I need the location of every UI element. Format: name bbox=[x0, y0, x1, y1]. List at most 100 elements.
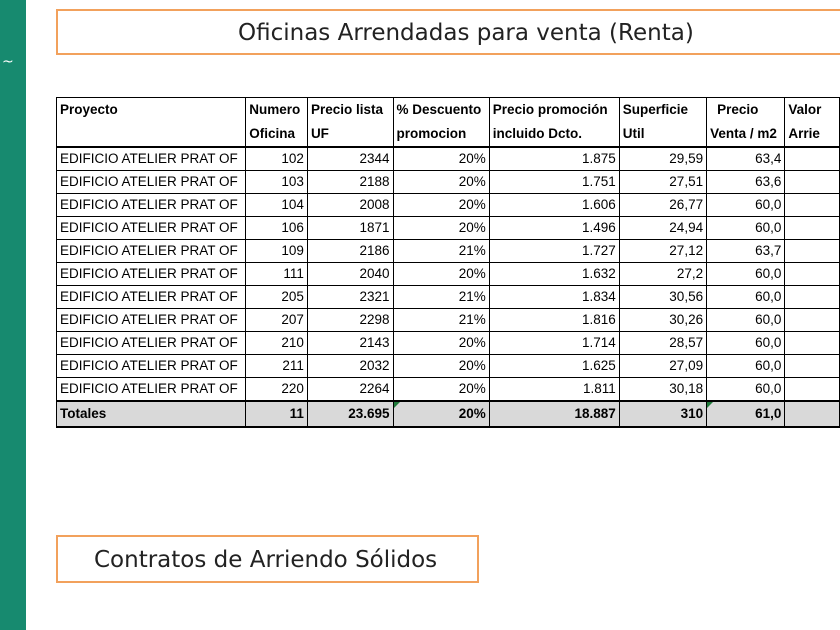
header-proyecto-2 bbox=[55, 122, 247, 148]
cell-precio-lista: 2008 bbox=[306, 193, 394, 217]
cell-superficie: 27,51 bbox=[618, 170, 708, 194]
cell-precio-lista: 2143 bbox=[306, 331, 394, 355]
cell-numero: 220 bbox=[245, 377, 308, 402]
header-descuento-2: promocion bbox=[392, 122, 490, 148]
cell-precio-promocion: 1.606 bbox=[488, 193, 620, 217]
cell-numero: 211 bbox=[245, 354, 308, 378]
cell-valor bbox=[784, 354, 840, 378]
cell-proyecto: EDIFICIO ATELIER PRAT OF bbox=[55, 216, 247, 240]
cell-proyecto: EDIFICIO ATELIER PRAT OF bbox=[55, 262, 247, 286]
cell-precio-promocion: 1.632 bbox=[488, 262, 620, 286]
cell-valor bbox=[784, 193, 840, 217]
cell-precio-promocion: 1.496 bbox=[488, 216, 620, 240]
totals-superficie: 310 bbox=[618, 400, 708, 428]
header-row: Proyecto Numero Precio lista % Descuento… bbox=[55, 97, 840, 122]
cell-precio-promocion: 1.834 bbox=[488, 285, 620, 309]
header-valor: Valor bbox=[784, 97, 840, 122]
cell-valor bbox=[784, 216, 840, 240]
cell-precio-promocion: 1.816 bbox=[488, 308, 620, 332]
cell-precio-lista: 2298 bbox=[306, 308, 394, 332]
cell-superficie: 28,57 bbox=[618, 331, 708, 355]
table-row: EDIFICIO ATELIER PRAT OF 111 2040 20% 1.… bbox=[55, 262, 840, 286]
cell-proyecto: EDIFICIO ATELIER PRAT OF bbox=[55, 285, 247, 309]
cell-precio-venta: 60,0 bbox=[706, 193, 786, 217]
cell-precio-lista: 2344 bbox=[306, 146, 394, 171]
table-row: EDIFICIO ATELIER PRAT OF 207 2298 21% 1.… bbox=[55, 308, 840, 332]
page-title: Oficinas Arrendadas para venta (Renta) bbox=[238, 20, 694, 46]
cell-precio-venta: 63,6 bbox=[706, 170, 786, 194]
table-row: EDIFICIO ATELIER PRAT OF 102 2344 20% 1.… bbox=[55, 146, 840, 171]
header-row: Oficina UF promocion incluido Dcto. Util… bbox=[55, 122, 840, 148]
cell-numero: 111 bbox=[245, 262, 308, 286]
cell-numero: 104 bbox=[245, 193, 308, 217]
left-accent-bar: ~ bbox=[0, 0, 26, 630]
cell-proyecto: EDIFICIO ATELIER PRAT OF bbox=[55, 170, 247, 194]
cell-precio-venta: 60,0 bbox=[706, 377, 786, 402]
cell-numero: 109 bbox=[245, 239, 308, 263]
offices-table: Proyecto Numero Precio lista % Descuento… bbox=[55, 97, 840, 428]
totals-valor bbox=[784, 400, 840, 428]
cell-descuento: 20% bbox=[392, 216, 490, 240]
totals-precio-lista: 23.695 bbox=[306, 400, 394, 428]
cell-proyecto: EDIFICIO ATELIER PRAT OF bbox=[55, 193, 247, 217]
cell-superficie: 30,56 bbox=[618, 285, 708, 309]
cell-precio-promocion: 1.727 bbox=[488, 239, 620, 263]
cell-valor bbox=[784, 146, 840, 171]
totals-precio-promocion: 18.887 bbox=[488, 400, 620, 428]
cell-superficie: 27,12 bbox=[618, 239, 708, 263]
cell-precio-promocion: 1.714 bbox=[488, 331, 620, 355]
table-row: EDIFICIO ATELIER PRAT OF 210 2143 20% 1.… bbox=[55, 331, 840, 355]
totals-precio-venta-value: 61,0 bbox=[755, 406, 782, 421]
cell-valor bbox=[784, 170, 840, 194]
cell-valor bbox=[784, 285, 840, 309]
header-precio-venta: Precio bbox=[706, 97, 786, 122]
cell-precio-venta: 60,0 bbox=[706, 216, 786, 240]
cell-proyecto: EDIFICIO ATELIER PRAT OF bbox=[55, 377, 247, 402]
cell-numero: 102 bbox=[245, 146, 308, 171]
header-numero-2: Oficina bbox=[245, 122, 308, 148]
left-bar-mark: ~ bbox=[2, 54, 14, 70]
table-row: EDIFICIO ATELIER PRAT OF 103 2188 20% 1.… bbox=[55, 170, 840, 194]
header-superficie: Superficie bbox=[618, 97, 708, 122]
header-numero: Numero bbox=[245, 97, 308, 122]
cell-proyecto: EDIFICIO ATELIER PRAT OF bbox=[55, 354, 247, 378]
cell-numero: 106 bbox=[245, 216, 308, 240]
cell-precio-lista: 2188 bbox=[306, 170, 394, 194]
cell-superficie: 27,2 bbox=[618, 262, 708, 286]
cell-precio-venta: 63,4 bbox=[706, 146, 786, 171]
cell-superficie: 26,77 bbox=[618, 193, 708, 217]
section-title: Contratos de Arriendo Sólidos bbox=[94, 547, 438, 573]
header-proyecto: Proyecto bbox=[55, 97, 247, 122]
cell-precio-lista: 2264 bbox=[306, 377, 394, 402]
header-precio-promocion-2: incluido Dcto. bbox=[488, 122, 620, 148]
cell-precio-venta: 60,0 bbox=[706, 285, 786, 309]
cell-proyecto: EDIFICIO ATELIER PRAT OF bbox=[55, 308, 247, 332]
cell-numero: 210 bbox=[245, 331, 308, 355]
cell-superficie: 24,94 bbox=[618, 216, 708, 240]
cell-descuento: 21% bbox=[392, 285, 490, 309]
cell-proyecto: EDIFICIO ATELIER PRAT OF bbox=[55, 331, 247, 355]
subtitle-box: Contratos de Arriendo Sólidos bbox=[56, 535, 479, 583]
title-box: Oficinas Arrendadas para venta (Renta) bbox=[56, 9, 840, 55]
cell-precio-venta: 60,0 bbox=[706, 354, 786, 378]
cell-descuento: 20% bbox=[392, 146, 490, 171]
cell-descuento: 20% bbox=[392, 354, 490, 378]
table-row: EDIFICIO ATELIER PRAT OF 106 1871 20% 1.… bbox=[55, 216, 840, 240]
totals-numero: 11 bbox=[245, 400, 308, 428]
table-row: EDIFICIO ATELIER PRAT OF 104 2008 20% 1.… bbox=[55, 193, 840, 217]
table-row: EDIFICIO ATELIER PRAT OF 205 2321 21% 1.… bbox=[55, 285, 840, 309]
cell-precio-venta: 60,0 bbox=[706, 262, 786, 286]
cell-valor bbox=[784, 262, 840, 286]
cell-descuento: 20% bbox=[392, 193, 490, 217]
cell-descuento: 20% bbox=[392, 262, 490, 286]
cell-precio-venta: 60,0 bbox=[706, 308, 786, 332]
cell-descuento: 20% bbox=[392, 377, 490, 402]
header-precio-lista-2: UF bbox=[306, 122, 394, 148]
cell-precio-promocion: 1.875 bbox=[488, 146, 620, 171]
cell-descuento: 20% bbox=[392, 170, 490, 194]
cell-valor bbox=[784, 239, 840, 263]
cell-superficie: 30,18 bbox=[618, 377, 708, 402]
cell-valor bbox=[784, 308, 840, 332]
header-valor-2: Arrie bbox=[784, 122, 840, 148]
cell-precio-promocion: 1.811 bbox=[488, 377, 620, 402]
